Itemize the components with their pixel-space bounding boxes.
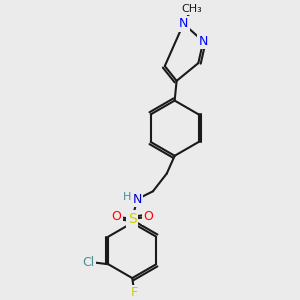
Text: F: F bbox=[131, 286, 138, 299]
Text: N: N bbox=[179, 17, 188, 30]
Text: H: H bbox=[123, 192, 131, 202]
Text: N: N bbox=[133, 193, 142, 206]
Text: S: S bbox=[128, 212, 136, 226]
Text: Cl: Cl bbox=[82, 256, 95, 269]
Text: N: N bbox=[199, 35, 208, 48]
Text: O: O bbox=[143, 210, 153, 224]
Text: O: O bbox=[112, 210, 122, 224]
Text: CH₃: CH₃ bbox=[181, 4, 202, 14]
